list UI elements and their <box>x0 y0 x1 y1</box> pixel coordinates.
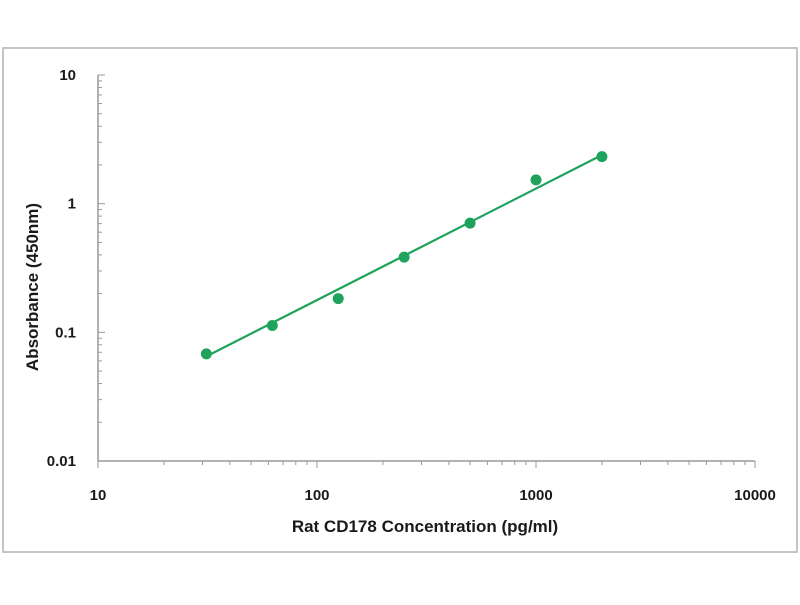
data-point <box>266 320 278 332</box>
y-tick-label: 1 <box>68 196 76 213</box>
data-point <box>398 251 410 263</box>
y-tick-label: 0.01 <box>47 453 76 470</box>
y-tick-label: 0.1 <box>55 324 76 341</box>
axis-ticks <box>97 74 756 468</box>
x-axis-label: Rat CD178 Concentration (pg/ml) <box>292 517 558 536</box>
x-tick-label: 10000 <box>734 487 776 504</box>
data-point <box>464 217 476 229</box>
x-tick-label: 10 <box>90 487 107 504</box>
y-tick-label: 10 <box>59 67 76 84</box>
tick-labels: 10 100 1000 10000 0.01 0.1 1 10 <box>47 67 776 504</box>
data-point <box>596 151 608 163</box>
axes <box>97 75 755 462</box>
x-tick-label: 1000 <box>519 487 552 504</box>
y-axis-label: Absorbance (450nm) <box>23 203 42 371</box>
x-tick-label: 100 <box>304 487 329 504</box>
data-point <box>530 174 542 186</box>
data-point <box>332 293 344 305</box>
data-point <box>200 348 212 360</box>
chart-border <box>2 47 798 553</box>
data-points <box>200 151 608 360</box>
